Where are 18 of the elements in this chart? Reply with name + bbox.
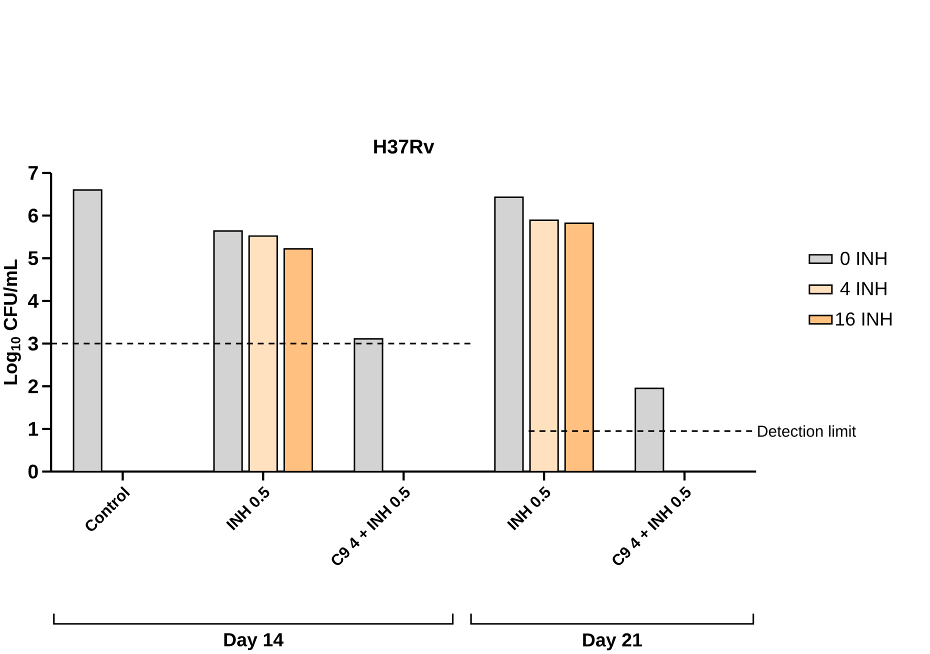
y-tick-label: 5 bbox=[28, 252, 38, 266]
x-tick-label: INH 0.5 bbox=[226, 486, 270, 531]
legend-label: 0 INH bbox=[840, 252, 886, 266]
y-axis-title: Log$_{10}$ CFU/mL bbox=[3, 260, 21, 385]
y-tick-label: 1 bbox=[28, 422, 38, 436]
legend-label: 16 INH bbox=[836, 312, 892, 326]
y-tick-label: 2 bbox=[28, 380, 38, 394]
y-tick-label: 0 bbox=[28, 464, 38, 479]
text: Day 14 bbox=[224, 633, 284, 650]
ref-line-label: Detection limit bbox=[758, 425, 856, 438]
text: Day 21 bbox=[583, 633, 642, 650]
x-tick-label: INH 0.5 bbox=[507, 486, 550, 531]
chart-title: H37Rv bbox=[374, 140, 434, 154]
y-tick-label: 3 bbox=[28, 336, 38, 351]
legend-label: 4 INH bbox=[840, 282, 886, 296]
y-tick-label: 6 bbox=[28, 208, 38, 223]
y-tick-label: 4 bbox=[28, 294, 39, 308]
y-tick-label: 7 bbox=[28, 166, 38, 180]
